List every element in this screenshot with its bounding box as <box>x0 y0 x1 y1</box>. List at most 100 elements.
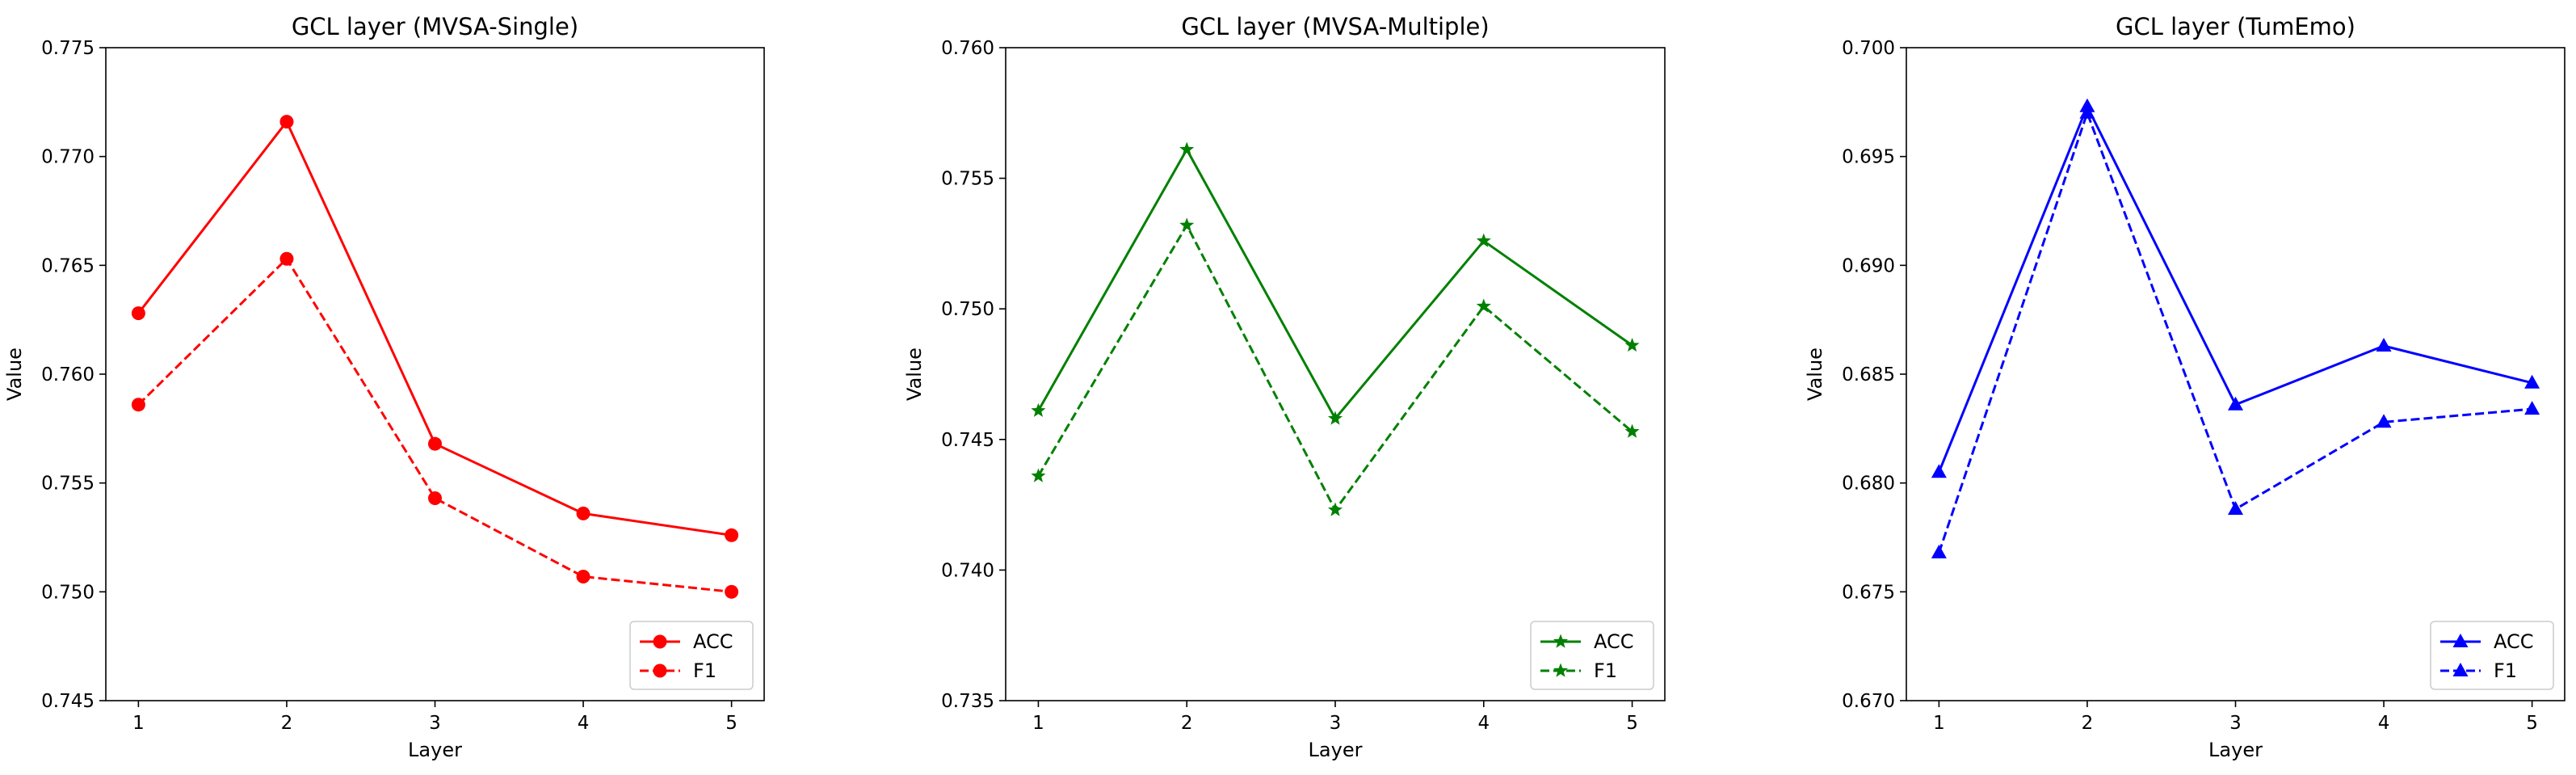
y-tick-label: 0.685 <box>1842 364 1895 385</box>
data-point <box>2228 500 2243 515</box>
x-axis-label: Layer <box>2208 739 2263 761</box>
series-line <box>1937 112 2532 554</box>
plot-area-frame <box>1906 47 2565 701</box>
y-tick-label: 0.680 <box>1842 474 1895 495</box>
data-point <box>1931 464 1947 478</box>
y-tick-label: 0.690 <box>1842 255 1895 276</box>
data-point <box>576 506 590 520</box>
data-point <box>1031 468 1046 482</box>
y-tick-label: 0.675 <box>1842 582 1895 603</box>
series-line <box>1037 224 1633 512</box>
legend-label-f1: F1 <box>2494 659 2517 682</box>
x-tick-label: 1 <box>1933 713 1945 734</box>
x-tick-label: 3 <box>1330 713 1342 734</box>
y-tick-label: 0.750 <box>41 582 95 603</box>
data-point <box>2376 414 2392 428</box>
legend: ACC F1 <box>1530 621 1654 690</box>
legend-frame <box>2430 621 2554 690</box>
data-point <box>1179 141 1195 156</box>
y-tick-label: 0.755 <box>941 169 994 190</box>
y-tick-label: 0.765 <box>41 255 95 276</box>
series-acc <box>1931 98 2540 478</box>
data-point <box>1179 217 1195 232</box>
data-point <box>279 115 294 129</box>
x-axis-label: Layer <box>1309 739 1363 761</box>
series-line <box>137 120 732 537</box>
legend-label-f1: F1 <box>1594 659 1617 682</box>
series-acc <box>1031 141 1640 425</box>
y-tick-label: 0.775 <box>41 38 95 59</box>
data-point <box>1327 411 1343 425</box>
series-line <box>1037 148 1633 420</box>
data-point <box>1031 402 1046 417</box>
legend: ACC F1 <box>629 621 754 690</box>
x-tick-label: 4 <box>1477 713 1490 734</box>
series-f1 <box>131 251 739 599</box>
data-point <box>1624 423 1640 438</box>
data-point <box>2228 396 2243 411</box>
y-axis-label: Value <box>903 347 926 401</box>
series-f1 <box>1031 217 1640 516</box>
data-point <box>576 569 590 583</box>
legend-marker <box>653 663 667 678</box>
legend-marker <box>1553 634 1569 648</box>
legend-frame <box>629 621 754 690</box>
series-acc <box>131 115 739 542</box>
data-point <box>279 251 294 266</box>
data-point <box>725 528 739 542</box>
legend-marker <box>2452 663 2469 676</box>
x-tick-label: 2 <box>281 713 293 734</box>
chart-title: GCL layer (TumEmo) <box>2116 13 2355 40</box>
plot-area-frame <box>105 47 765 701</box>
data-point <box>1476 298 1491 313</box>
x-tick-label: 1 <box>132 713 145 734</box>
x-tick-label: 3 <box>429 713 441 734</box>
legend: ACC F1 <box>2430 621 2554 690</box>
data-point <box>131 398 145 412</box>
series-f1 <box>1931 104 2540 558</box>
data-point <box>725 584 739 599</box>
data-point <box>2079 104 2095 119</box>
x-tick-label: 5 <box>2526 713 2538 734</box>
y-tick-label: 0.760 <box>941 38 994 59</box>
x-tick-label: 3 <box>2229 713 2242 734</box>
y-tick-label: 0.740 <box>941 560 994 581</box>
legend-label-acc: ACC <box>1594 630 1634 653</box>
y-tick-label: 0.700 <box>1842 38 1895 59</box>
data-point <box>428 491 442 506</box>
x-tick-label: 5 <box>1626 713 1638 734</box>
legend-label-acc: ACC <box>2494 630 2534 653</box>
chart-title: GCL layer (MVSA-Single) <box>292 13 578 40</box>
y-tick-label: 0.745 <box>41 691 95 712</box>
y-tick-label: 0.745 <box>941 430 994 451</box>
x-tick-label: 1 <box>1032 713 1044 734</box>
y-tick-label: 0.735 <box>941 691 994 712</box>
legend-label-acc: ACC <box>693 630 733 653</box>
data-point <box>1624 337 1640 352</box>
y-tick-label: 0.750 <box>941 299 994 320</box>
x-tick-label: 4 <box>578 713 590 734</box>
y-axis-label: Value <box>1804 347 1826 401</box>
data-point <box>131 306 145 321</box>
x-tick-label: 4 <box>2378 713 2390 734</box>
legend-frame <box>1530 621 1654 690</box>
y-tick-label: 0.770 <box>41 147 95 168</box>
legend-marker <box>2452 634 2469 647</box>
y-tick-label: 0.755 <box>41 474 95 495</box>
data-point <box>1476 233 1491 247</box>
chart-panel-2: GCL layer (MVSA-Multiple) 1 2 3 4 5 0.735 0.740… <box>903 13 1666 761</box>
x-tick-label: 2 <box>1181 713 1193 734</box>
chart-title: GCL layer (MVSA-Multiple) <box>1181 13 1489 40</box>
legend-marker <box>653 634 667 649</box>
y-tick-label: 0.760 <box>41 364 95 385</box>
y-tick-label: 0.695 <box>1842 147 1895 168</box>
series-line <box>137 257 732 593</box>
legend-marker <box>1553 663 1569 677</box>
y-axis-label: Value <box>3 347 26 401</box>
data-point <box>2524 401 2540 415</box>
data-point <box>428 436 442 451</box>
legend-label-f1: F1 <box>693 659 716 682</box>
chart-panel-3: GCL layer (TumEmo) 1 2 3 4 5 0.670 0.675 0.680 0.… <box>1804 13 2565 761</box>
y-tick-label: 0.670 <box>1842 691 1895 712</box>
